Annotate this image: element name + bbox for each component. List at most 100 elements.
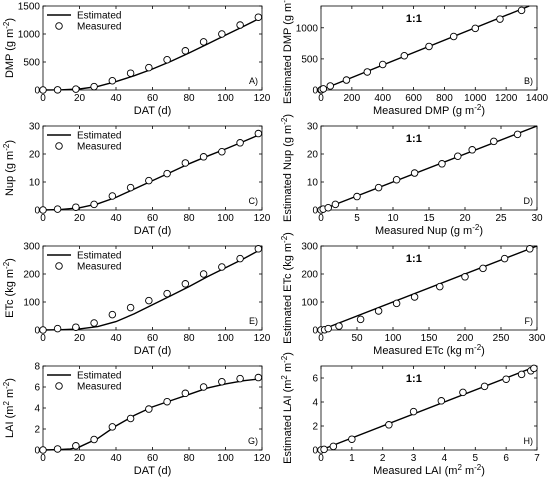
measured-point xyxy=(53,324,62,333)
x-tick-label: 50 xyxy=(351,333,363,344)
measured-point xyxy=(145,176,153,185)
data-point xyxy=(459,388,467,397)
estimated-line xyxy=(42,132,263,211)
one-to-one-annotation: 1:1 xyxy=(406,373,422,385)
measured-point xyxy=(163,397,171,406)
x-tick-label: 5 xyxy=(473,453,479,464)
one-to-one-line xyxy=(320,245,538,331)
y-axis-label: Estimated Nup (g m-2) xyxy=(280,114,295,222)
x-tick-label: 100 xyxy=(217,93,234,104)
measured-point xyxy=(39,206,47,214)
measured-point xyxy=(236,254,244,263)
x-tick-label: 250 xyxy=(493,333,510,344)
one-to-one-line xyxy=(320,5,530,91)
data-point xyxy=(342,76,351,84)
x-tick-label: 20 xyxy=(74,453,86,464)
x-tick-label: 120 xyxy=(254,93,271,104)
y-tick-label: 0 xyxy=(34,86,40,97)
x-tick-label: 40 xyxy=(110,453,122,464)
y-tick-label: 1500 xyxy=(18,2,41,13)
measured-point xyxy=(39,86,47,94)
legend-measured-label: Measured xyxy=(77,142,121,153)
legend-estimated-label: Estimated xyxy=(77,11,121,22)
y-tick-label: 1000 xyxy=(296,23,319,34)
y-tick-label: 6 xyxy=(34,383,40,394)
data-point xyxy=(500,254,509,263)
panel-g: 0 20 40 60 80 100 120 0 2 4 6 8 DAT (d) LAI (m2 m-2) G… xyxy=(2,362,271,478)
measured-point xyxy=(218,378,226,386)
x-tick-label: 300 xyxy=(529,333,546,344)
estimated-line xyxy=(42,248,263,331)
measured-point xyxy=(181,47,190,55)
measured-point xyxy=(126,69,135,77)
legend-estimated-label: Estimated xyxy=(77,251,121,262)
y-tick-label: 300 xyxy=(301,242,318,253)
x-tick-label: 60 xyxy=(147,333,159,344)
y-tick-label: 500 xyxy=(23,58,40,69)
panel-label: C) xyxy=(249,196,259,206)
legend-estimated-label: Estimated xyxy=(77,371,121,382)
x-axis-label: DAT (d) xyxy=(134,345,172,357)
panel-c: 0 20 40 60 80 100 120 0 10 20 30 DAT (d) Nup (g m-2)… xyxy=(2,122,271,238)
y-axis-label: Estimated DMP (g m-2) xyxy=(280,0,295,104)
measured-point xyxy=(218,263,226,271)
plot-frame xyxy=(42,365,263,451)
y-tick-label: 0 xyxy=(34,446,40,457)
measured-point xyxy=(126,414,135,423)
panel-d: 0 5 10 15 20 25 30 0 10 20 30 Measured Nup (g m-2) E… xyxy=(280,114,543,237)
x-tick-label: 600 xyxy=(405,93,422,104)
x-tick-label: 80 xyxy=(183,213,195,224)
measured-point xyxy=(72,442,80,450)
x-tick-label: 0 xyxy=(40,453,46,464)
panel-label: B) xyxy=(524,76,533,86)
data-point xyxy=(331,200,340,209)
data-point xyxy=(526,245,534,253)
y-tick-label: 0 xyxy=(312,206,318,217)
measured-point xyxy=(181,389,190,398)
panel-label: E) xyxy=(249,316,258,326)
plot-frame xyxy=(320,365,538,451)
y-tick-label: 10 xyxy=(307,178,319,189)
y-tick-label: 4 xyxy=(312,398,318,409)
x-tick-label: 3 xyxy=(411,453,417,464)
plot-frame xyxy=(42,245,263,331)
measured-point xyxy=(90,319,98,327)
x-axis-label: Measured LAI (m2 m-2) xyxy=(373,463,485,478)
measured-point xyxy=(126,303,135,312)
y-tick-label: 0 xyxy=(312,86,318,97)
x-tick-label: 40 xyxy=(110,333,122,344)
x-tick-label: 0 xyxy=(40,213,46,224)
x-axis-label: DAT (d) xyxy=(134,465,172,477)
x-tick-label: 7 xyxy=(534,453,540,464)
legend-measured-label: Measured xyxy=(77,382,121,393)
x-tick-label: 40 xyxy=(110,213,122,224)
x-tick-label: 80 xyxy=(183,93,195,104)
panel-label: A) xyxy=(249,76,258,86)
x-axis-label: DAT (d) xyxy=(134,225,172,237)
measured-point xyxy=(108,192,117,200)
measured-point xyxy=(126,183,135,192)
measured-point xyxy=(108,310,117,319)
data-point xyxy=(335,322,343,330)
measured-point xyxy=(72,85,80,93)
panel-label: F) xyxy=(525,316,534,326)
x-tick-label: 800 xyxy=(436,93,453,104)
panel-label: G) xyxy=(248,436,258,446)
data-point xyxy=(320,445,328,454)
measured-point xyxy=(199,153,208,161)
x-tick-label: 100 xyxy=(385,333,402,344)
panel-b: 0 200 400 600 800 1000 1200 140005001000Measure… xyxy=(280,0,549,117)
x-tick-label: 80 xyxy=(183,453,195,464)
data-point xyxy=(410,293,419,301)
legend-measured-label: Measured xyxy=(77,262,121,273)
measured-point xyxy=(145,63,153,72)
y-axis-label: Estimated LAI (m2 m-2) xyxy=(280,352,295,464)
data-point xyxy=(471,24,480,33)
y-tick-label: 30 xyxy=(307,122,319,133)
x-tick-label: 20 xyxy=(459,213,471,224)
data-point xyxy=(490,137,498,146)
x-tick-label: 0 xyxy=(318,213,324,224)
data-point xyxy=(461,273,469,281)
x-tick-label: 0 xyxy=(318,93,324,104)
